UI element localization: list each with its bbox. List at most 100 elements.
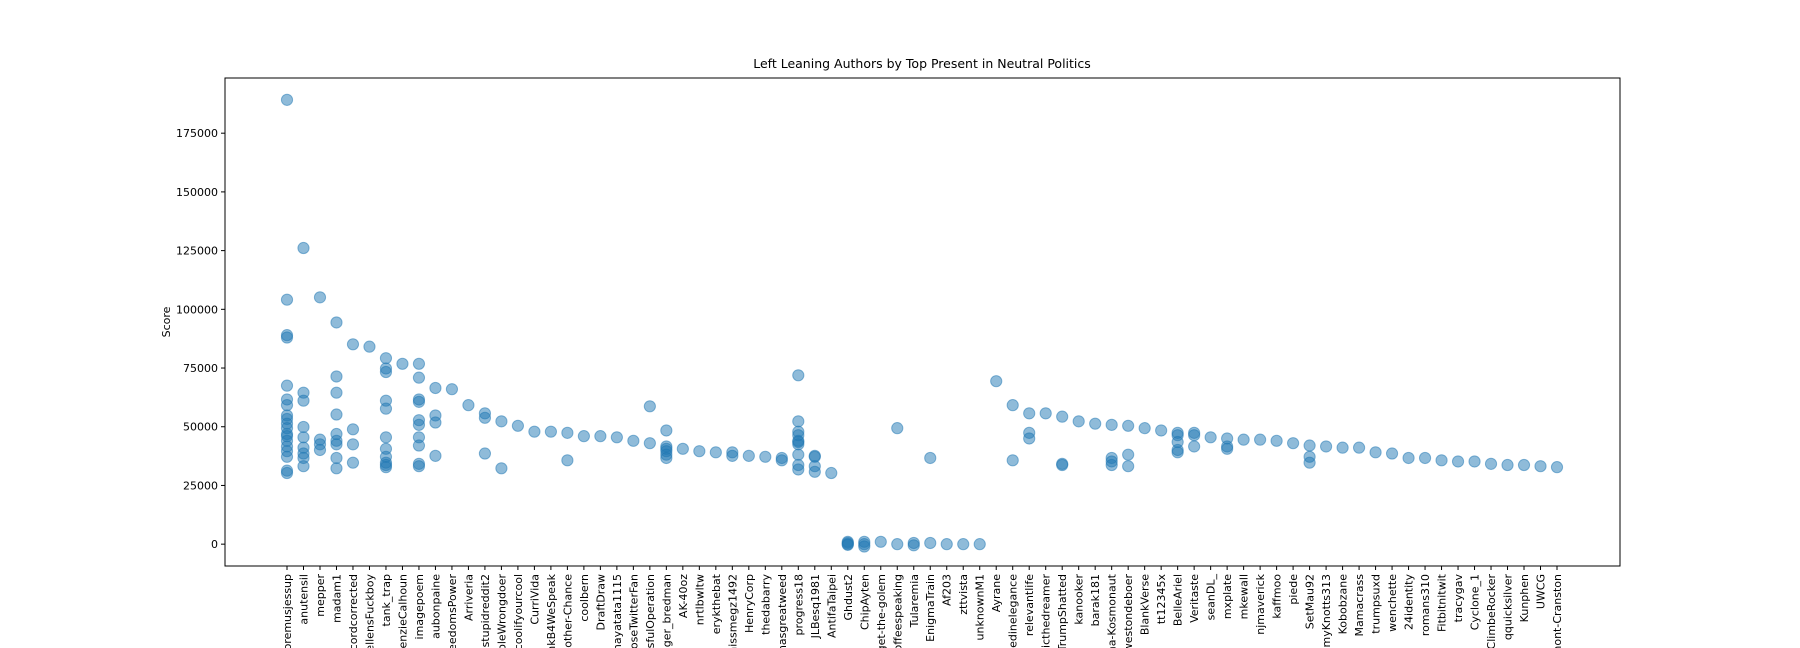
point: [363, 340, 376, 353]
point: [280, 93, 294, 106]
point: [478, 447, 492, 460]
point: [330, 316, 343, 329]
point: [1188, 429, 1201, 442]
point: [1385, 447, 1399, 460]
x-tick-label: reedomsPower: [446, 574, 459, 648]
x-tick-label: wenchette: [1386, 574, 1399, 632]
point: [858, 540, 871, 553]
point: [1204, 431, 1217, 444]
x-tick-label: madam1: [330, 574, 343, 623]
point: [1023, 432, 1036, 445]
point: [1122, 448, 1135, 461]
point: [907, 539, 920, 552]
point: [891, 422, 904, 435]
point: [990, 375, 1003, 388]
x-tick-label: nother-Chance: [561, 574, 574, 648]
x-tick-label: hasgreatweed: [776, 574, 789, 648]
point: [280, 450, 294, 463]
point: [577, 430, 590, 443]
x-tick-label: offeespeaking: [891, 574, 904, 648]
x-tick-label: tank_trap: [380, 574, 393, 626]
point: [412, 357, 426, 370]
point: [709, 446, 722, 459]
x-tick-label: Tularemia: [908, 574, 921, 628]
point: [1517, 458, 1531, 472]
point: [792, 463, 805, 476]
point: [1221, 442, 1234, 455]
point: [841, 538, 854, 551]
x-tick-label: BlankVerse: [1139, 574, 1152, 635]
x-tick-label: Kobobzane: [1337, 574, 1350, 635]
point: [1023, 407, 1036, 420]
point: [775, 454, 788, 467]
x-tick-label: nger_bredman: [660, 574, 673, 648]
point: [346, 423, 360, 436]
point: [1303, 456, 1316, 469]
point: [313, 443, 327, 457]
x-tick-label: EnigmaTrain: [924, 574, 937, 642]
x-tick-label: imagepoem: [413, 574, 426, 639]
point: [412, 395, 426, 408]
x-tick-label: SetMau92: [1304, 574, 1317, 629]
point: [346, 438, 360, 451]
x-tick-label: kaffmoo: [1271, 574, 1284, 619]
point: [280, 399, 294, 412]
point: [561, 454, 574, 467]
point: [495, 415, 508, 428]
point: [1237, 433, 1250, 446]
point: [1501, 458, 1514, 472]
point: [957, 538, 970, 551]
point: [1089, 417, 1102, 430]
plot-frame: [224, 77, 1621, 567]
point: [1468, 455, 1481, 468]
point: [495, 462, 508, 475]
x-tick-label: tt12345x: [1155, 574, 1168, 625]
y-tick-label: 150000: [176, 186, 218, 199]
x-tick-label: zttvista: [957, 574, 970, 615]
x-tick-label: trumpsuxd: [1370, 574, 1383, 634]
point: [379, 461, 393, 474]
point: [594, 430, 607, 443]
point: [1319, 440, 1333, 453]
x-tick-label: mepper: [314, 574, 327, 617]
point: [478, 411, 492, 424]
point: [660, 451, 673, 465]
point: [924, 536, 937, 550]
point: [1155, 424, 1168, 437]
point: [742, 449, 755, 462]
x-tick-label: qquicksilver: [1502, 574, 1515, 641]
x-tick-label: Ghdust2: [842, 574, 855, 621]
y-tick-label: 125000: [176, 245, 218, 258]
x-tick-label: anutensil: [297, 574, 310, 625]
point: [1056, 410, 1069, 423]
point: [1435, 454, 1448, 467]
x-tick-label: ricthedreamer: [1040, 574, 1053, 648]
point: [1122, 419, 1135, 432]
point: [874, 535, 887, 548]
x-tick-label: kenzieCalhoun: [396, 574, 409, 648]
point: [379, 352, 393, 365]
y-tick-label: 100000: [176, 303, 218, 316]
point: [759, 450, 772, 463]
x-tick-label: Arriveria: [462, 574, 475, 621]
point: [297, 431, 310, 444]
x-tick-label: relevantlife: [1023, 574, 1036, 636]
point: [379, 365, 393, 379]
y-tick-label: 175000: [176, 127, 218, 140]
x-tick-label: ClimbeRocker: [1485, 574, 1498, 648]
x-tick-label: Af203: [941, 574, 954, 606]
point: [726, 449, 739, 462]
point: [1287, 437, 1300, 450]
point: [1254, 433, 1267, 446]
y-tick-label: 50000: [183, 421, 218, 434]
point: [792, 369, 805, 382]
x-tick-label: get-the-golem: [875, 574, 888, 648]
point: [429, 449, 442, 462]
x-tick-label: HenryCorp: [743, 574, 756, 633]
point: [1138, 422, 1151, 435]
x-tick-label: UWCG: [1535, 574, 1548, 609]
y-tick-label: 0: [211, 538, 218, 551]
x-tick-label: thedabarry: [759, 574, 772, 635]
